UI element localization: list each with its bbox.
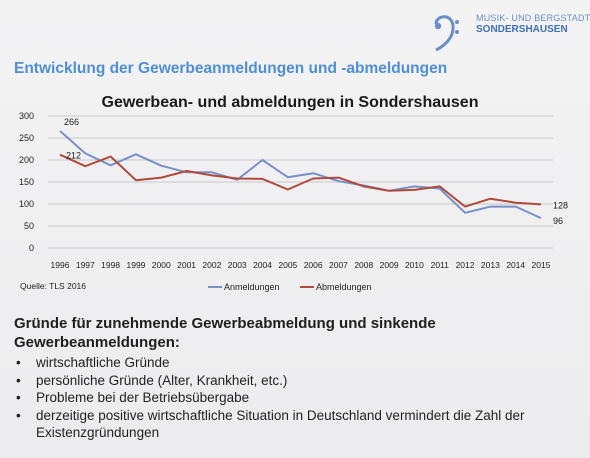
series-line-anmeldungen: [59, 130, 542, 220]
reason-text: persönliche Gründe (Alter, Krankheit, et…: [36, 372, 288, 388]
x-tick-label: 2003: [228, 260, 247, 270]
y-tick-label: 250: [19, 133, 34, 143]
x-tick-label: 1996: [51, 260, 70, 270]
slide-title: Entwicklung der Gewerbeanmeldungen und -…: [14, 60, 448, 77]
x-tick-label: 2013: [481, 260, 500, 270]
logo: MUSIK- UND BERGSTADT SONDERSHAUSEN: [424, 6, 590, 62]
x-tick-label: 2012: [456, 260, 475, 270]
y-tick-label: 200: [19, 155, 34, 165]
y-tick-label: 300: [19, 111, 34, 121]
legend-label: Anmeldungen: [224, 282, 280, 292]
reasons-list: • wirtschaftliche Gründe • persönliche Grü…: [14, 354, 584, 442]
reason-item: • derzeitige positive wirtschaftliche Sit…: [14, 407, 584, 442]
reason-text: derzeitige positive wirtschaftliche Situ…: [36, 407, 525, 441]
reason-item: • wirtschaftliche Gründe: [14, 354, 584, 372]
x-tick-label: 2014: [506, 260, 525, 270]
x-tick-label: 2010: [405, 260, 424, 270]
data-label: 266: [64, 117, 79, 127]
reason-text: Probleme bei der Betriebsübergabe: [36, 390, 250, 405]
x-tick-label: 2009: [380, 260, 399, 270]
x-tick-label: 1998: [101, 260, 120, 270]
x-tick-label: 2007: [329, 260, 348, 270]
x-tick-label: 2006: [304, 260, 323, 270]
x-tick-label: 2001: [177, 260, 196, 270]
reason-item: • Probleme bei der Betriebsübergabe: [14, 389, 584, 407]
reasons-heading: Gründe für zunehmende Gewerbeabmeldung u…: [14, 315, 436, 351]
x-tick-label: 2015: [532, 260, 551, 270]
reason-text: wirtschaftliche Gründe: [36, 355, 170, 370]
reason-item: • persönliche Gründe (Alter, Krankheit, e…: [14, 372, 584, 390]
bass-clef-icon: [434, 15, 459, 52]
bullet-icon: •: [16, 355, 21, 370]
x-tick-label: 2000: [152, 260, 171, 270]
x-tick-label: 1997: [76, 260, 95, 270]
bullet-icon: •: [16, 372, 21, 388]
legend-label: Abmeldungen: [316, 282, 372, 292]
line-chart: Gewerbean- und abmeldungen in Sondershau…: [19, 94, 568, 292]
x-tick-label: 2005: [278, 260, 297, 270]
y-tick-label: 50: [24, 221, 34, 231]
bullet-icon: •: [16, 407, 21, 423]
logo-line2: SONDERSHAUSEN: [476, 24, 568, 35]
series-line-abmeldungen: [59, 153, 542, 208]
x-tick-label: 1999: [126, 260, 145, 270]
data-label: 96: [553, 216, 563, 226]
bullet-icon: •: [16, 390, 21, 405]
x-tick-label: 2011: [431, 260, 450, 270]
logo-line1: MUSIK- UND BERGSTADT: [476, 13, 590, 23]
data-label: 212: [66, 151, 81, 161]
data-label: 128: [553, 200, 568, 210]
x-tick-label: 2008: [354, 260, 373, 270]
x-tick-label: 2002: [202, 260, 221, 270]
y-tick-label: 100: [19, 199, 34, 209]
x-tick-label: 2004: [253, 260, 272, 270]
y-tick-label: 0: [29, 243, 34, 253]
y-tick-label: 150: [19, 177, 34, 187]
chart-source: Quelle: TLS 2016: [20, 281, 86, 291]
chart-title: Gewerbean- und abmeldungen in Sondershau…: [102, 94, 479, 111]
